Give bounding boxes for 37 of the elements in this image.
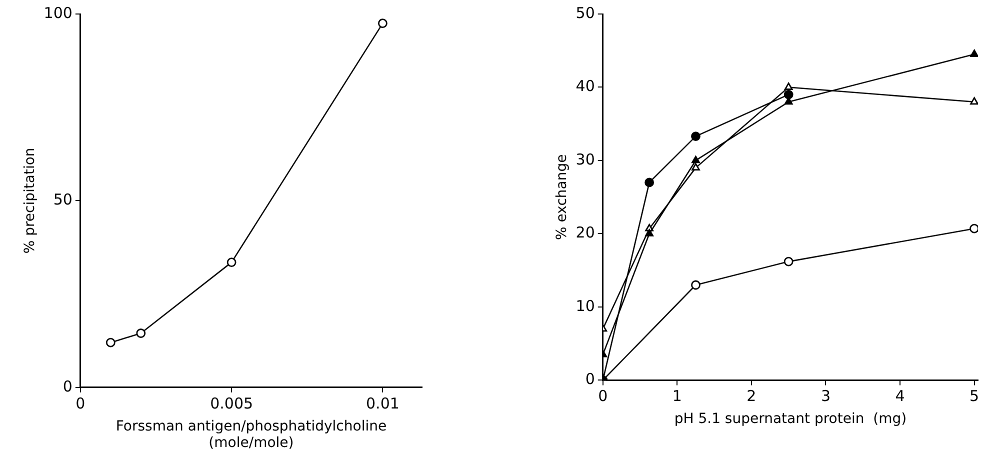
x-axis-title: pH 5.1 supernatant protein (mg) — [674, 411, 907, 428]
x-tick-label: 1 — [672, 387, 682, 406]
point — [970, 97, 978, 105]
x-axis-title: Forssman antigen/phosphatidylcholine (mole/mole) — [116, 418, 387, 452]
y-tick-label: 0 — [585, 370, 595, 388]
point — [106, 338, 116, 348]
y-tick-label: 20 — [576, 224, 595, 242]
point — [692, 156, 700, 164]
point — [784, 82, 793, 90]
point — [644, 178, 654, 188]
point — [691, 280, 700, 290]
y-tick-label: 100 — [44, 4, 72, 22]
x-tick-label: 3 — [820, 387, 830, 406]
point — [970, 50, 978, 57]
point — [378, 18, 388, 28]
y-tick-label: 50 — [576, 4, 595, 22]
point — [784, 256, 794, 266]
point — [784, 90, 794, 100]
x-tick-label: 2 — [746, 387, 756, 406]
y-tick-label: 30 — [576, 150, 595, 168]
point — [970, 224, 978, 234]
y-axis-title: % precipitation — [22, 148, 38, 254]
y-tick-label: 40 — [576, 77, 595, 96]
point — [226, 258, 236, 268]
y-tick-label: 50 — [53, 190, 72, 209]
x-tick-label: 0.005 — [210, 394, 254, 412]
x-tick-label: 0 — [598, 387, 608, 406]
x-tick-label: 0 — [76, 394, 86, 412]
x-tick-label: 5 — [970, 387, 980, 406]
x-tick-label: 4 — [895, 387, 905, 406]
point — [692, 163, 700, 171]
y-tick-label: 10 — [576, 296, 595, 315]
point — [645, 229, 654, 236]
point — [136, 328, 146, 338]
x-tick-label: 0.01 — [366, 394, 400, 412]
y-axis-title: % exchange — [554, 154, 570, 240]
point — [691, 132, 700, 142]
